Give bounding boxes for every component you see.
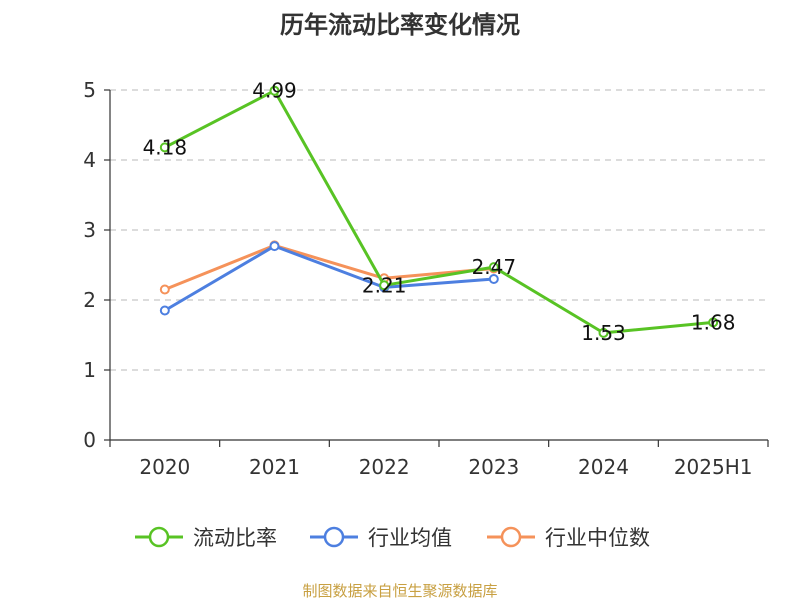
y-tick-label: 2: [83, 288, 96, 312]
data-label: 1.68: [691, 310, 736, 334]
data-point[interactable]: [598, 327, 609, 338]
series-line: [164, 89, 714, 335]
legend-marker: [500, 526, 522, 548]
legend-label: 流动比率: [193, 526, 277, 550]
data-point[interactable]: [379, 280, 390, 291]
data-label: 2.47: [472, 255, 517, 279]
y-tick-label: 5: [83, 78, 96, 102]
data-point[interactable]: [488, 262, 499, 273]
x-tick-label: 2020: [139, 455, 190, 479]
data-labels: 4.18 4.99 2.21 2.47 1.53 1.68: [143, 79, 736, 345]
data-point[interactable]: [159, 142, 170, 153]
x-tick-label: 2025H1: [674, 455, 753, 479]
data-point[interactable]: [488, 274, 499, 284]
data-point[interactable]: [159, 284, 170, 295]
data-point[interactable]: [269, 85, 280, 96]
axes: 0 1 2 3 4 5 2020 2021 2022 2023 2024 2025H1: [83, 78, 769, 479]
data-label: 1.53: [581, 321, 626, 345]
y-tick-label: 0: [83, 428, 96, 452]
legend-label: 行业中位数: [545, 526, 650, 550]
data-point[interactable]: [159, 305, 170, 316]
legend-item[interactable]: 流动比率: [135, 526, 277, 550]
x-tick-label: 2023: [468, 455, 519, 479]
series-line: [164, 244, 494, 312]
legend-label: 行业均值: [368, 526, 452, 550]
series-line: [164, 243, 494, 291]
x-tick-label: 2024: [578, 455, 629, 479]
chart-title: 历年流动比率变化情况: [280, 11, 520, 39]
legend-item[interactable]: 行业均值: [310, 526, 452, 550]
legend-item[interactable]: 行业中位数: [487, 526, 650, 550]
data-label: 2.21: [362, 273, 407, 297]
data-label: 4.18: [143, 135, 188, 159]
y-tick-label: 3: [83, 218, 96, 242]
data-point[interactable]: [269, 241, 280, 252]
plot-area: [159, 85, 719, 338]
legend[interactable]: 流动比率 行业均值 行业中位数: [135, 526, 650, 550]
y-tick-label: 1: [83, 358, 96, 382]
data-point[interactable]: [708, 317, 719, 328]
legend-marker: [323, 526, 345, 548]
data-label: 4.99: [252, 79, 297, 103]
x-tick-label: 2021: [249, 455, 300, 479]
legend-marker: [148, 526, 170, 548]
y-tick-label: 4: [83, 148, 96, 172]
x-tick-label: 2022: [359, 455, 410, 479]
source-note: 制图数据来自恒生聚源数据库: [302, 582, 497, 600]
